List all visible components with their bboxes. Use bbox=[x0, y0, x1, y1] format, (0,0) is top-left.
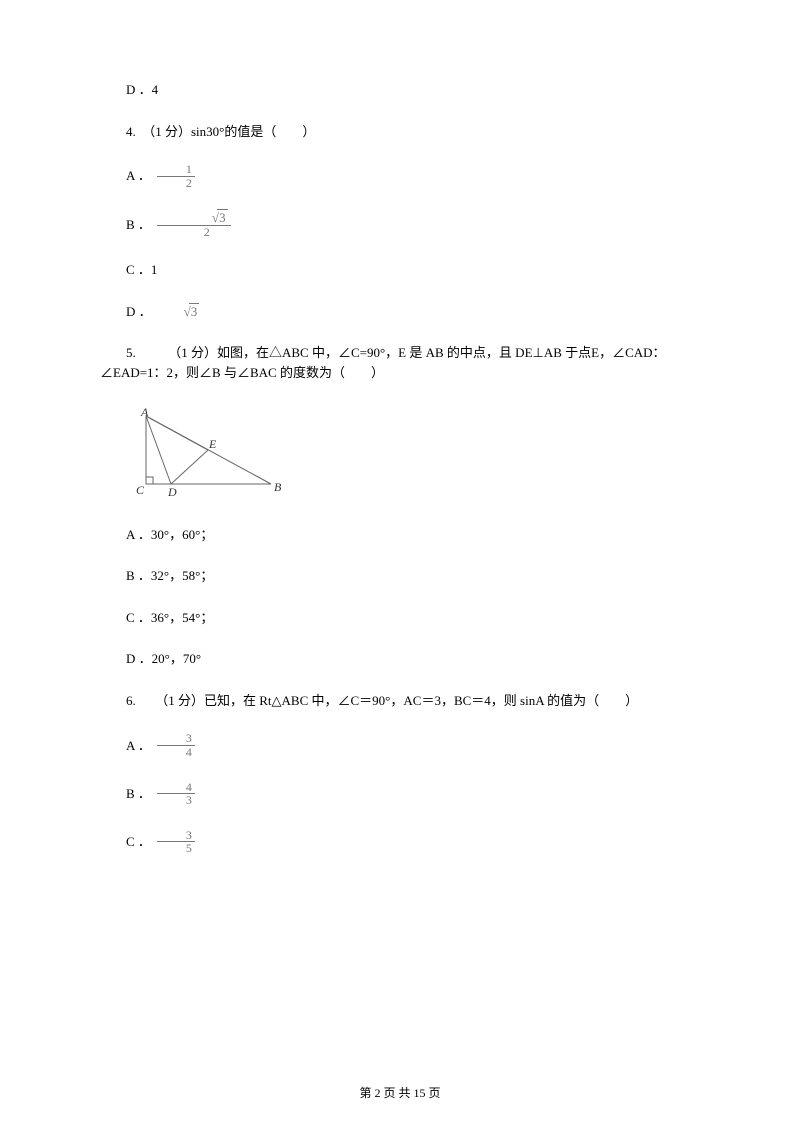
denominator: 3 bbox=[157, 794, 195, 807]
option-label: A ． bbox=[100, 736, 151, 756]
q6-option-c: C ． 3 5 bbox=[100, 829, 700, 855]
vertex-label-d: D bbox=[167, 485, 177, 499]
footer-middle: 页 共 bbox=[380, 1086, 413, 1100]
q4-option-b: B ． √3 2 bbox=[100, 211, 700, 238]
numerator: 3 bbox=[157, 732, 195, 746]
numerator: √3 bbox=[157, 211, 231, 226]
q4-stem: 4. （1 分）sin30°的值是（ ） bbox=[100, 122, 700, 142]
vertex-label-b: B bbox=[274, 480, 282, 494]
q3-option-d: D ．4 bbox=[100, 80, 700, 100]
option-label: A ． bbox=[100, 166, 151, 186]
sqrt-icon: √3 bbox=[186, 211, 228, 225]
q5-option-c: C ．36°，54°； bbox=[100, 608, 700, 628]
footer-total: 15 bbox=[414, 1086, 426, 1100]
q4-option-d: D ． √3 bbox=[100, 302, 700, 322]
triangle-diagram: A E C D B bbox=[126, 404, 296, 499]
fraction: √3 2 bbox=[157, 211, 231, 238]
denominator: 2 bbox=[157, 177, 195, 190]
numerator: 1 bbox=[157, 163, 195, 177]
vertex-label-c: C bbox=[136, 483, 145, 497]
option-label: D ． bbox=[100, 302, 152, 322]
q4-option-a: A ． 1 2 bbox=[100, 163, 700, 189]
fraction: 3 5 bbox=[157, 829, 195, 855]
option-label: C ． bbox=[100, 832, 151, 852]
numerator: 3 bbox=[157, 829, 195, 843]
q5-option-a: A ．30°，60°； bbox=[100, 525, 700, 545]
q5-stem: 5. （1 分）如图，在△ABC 中，∠C=90°，E 是 AB 的中点，且 D… bbox=[100, 343, 700, 382]
option-label: B ． bbox=[100, 784, 151, 804]
footer-prefix: 第 bbox=[359, 1086, 374, 1100]
q6-stem: 6. （1 分）已知，在 Rt△ABC 中，∠C＝90°，AC＝3，BC＝4，则… bbox=[100, 691, 700, 711]
vertex-label-e: E bbox=[208, 437, 217, 451]
q4-option-c: C ．1 bbox=[100, 260, 700, 280]
q5-option-d: D ．20°，70° bbox=[100, 649, 700, 669]
page: D ．4 4. （1 分）sin30°的值是（ ） A ． 1 2 B ． √3… bbox=[0, 0, 800, 1132]
denominator: 4 bbox=[157, 746, 195, 759]
option-label: B ． bbox=[100, 215, 151, 235]
q6-option-b: B ． 4 3 bbox=[100, 781, 700, 807]
fraction: 1 2 bbox=[157, 163, 195, 189]
q5-option-b: B ．32°，58°； bbox=[100, 566, 700, 586]
denominator: 2 bbox=[157, 226, 231, 239]
q5-figure: A E C D B bbox=[126, 404, 700, 505]
fraction: 3 4 bbox=[157, 732, 195, 758]
page-footer: 第 2 页 共 15 页 bbox=[0, 1084, 800, 1102]
denominator: 5 bbox=[157, 842, 195, 855]
vertex-label-a: A bbox=[140, 405, 149, 419]
numerator: 4 bbox=[157, 781, 195, 795]
footer-suffix: 页 bbox=[426, 1086, 441, 1100]
fraction: 4 3 bbox=[157, 781, 195, 807]
q6-option-a: A ． 3 4 bbox=[100, 732, 700, 758]
sqrt-icon: √3 bbox=[158, 302, 200, 322]
